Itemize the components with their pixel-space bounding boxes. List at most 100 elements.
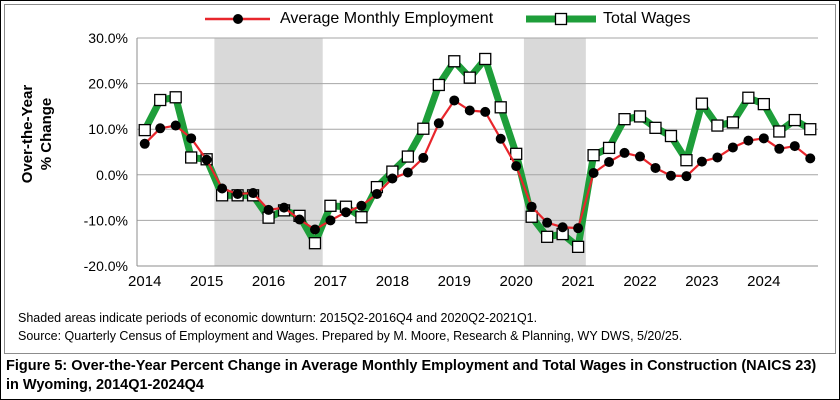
data-point-wages — [355, 211, 368, 224]
data-point-wages — [185, 151, 198, 164]
data-point-employment — [263, 204, 274, 215]
x-tick-label: 2022 — [623, 273, 656, 290]
data-point-employment — [542, 217, 553, 228]
y-tick-label: 20.0% — [88, 76, 128, 92]
data-point-wages — [154, 93, 167, 107]
legend-label-wages: Total Wages — [603, 10, 691, 27]
data-point-employment — [449, 95, 460, 106]
axes — [136, 38, 818, 267]
data-point-wages — [571, 240, 585, 253]
data-point-employment — [681, 171, 692, 182]
x-tick-label: 2018 — [376, 273, 409, 290]
data-point-employment — [696, 156, 707, 167]
data-point-employment — [201, 154, 212, 165]
y-tick-label: 30.0% — [88, 30, 128, 46]
figure-caption: Figure 5: Over-the-Year Percent Change i… — [6, 358, 817, 393]
data-point-wages — [773, 125, 786, 138]
x-tick-label: 2024 — [747, 273, 780, 290]
data-point-wages — [308, 237, 322, 250]
data-point-employment — [665, 170, 676, 181]
x-tick-label: 2019 — [438, 273, 471, 290]
data-point-wages — [711, 119, 724, 132]
data-point-employment — [480, 106, 491, 117]
data-point-wages — [324, 199, 337, 212]
legend — [205, 12, 596, 26]
data-point-employment — [712, 152, 723, 163]
data-point-employment — [371, 188, 382, 199]
data-point-employment — [217, 183, 228, 194]
data-point-employment — [155, 123, 166, 134]
source-note: Source: Quarterly Census of Employment a… — [18, 329, 683, 343]
data-point-employment — [758, 133, 769, 144]
data-point-wages — [138, 123, 151, 137]
data-point-employment — [186, 133, 197, 144]
data-point-employment — [294, 214, 305, 225]
y-axis-label-line1: Over-the-Year — [19, 84, 36, 184]
legend-marker-employment — [233, 14, 243, 24]
data-point-wages — [401, 150, 415, 163]
x-tick-label: 2021 — [561, 273, 594, 290]
data-point-employment — [248, 188, 259, 199]
data-point-employment — [325, 215, 336, 226]
legend-label-employment: Average Monthly Employment — [280, 10, 494, 27]
y-tick-labels: -20.0% -10.0% 0.0% 10.0% 20.0% 30.0% — [84, 30, 128, 274]
data-point-employment — [139, 138, 150, 149]
data-point-employment — [619, 147, 630, 158]
data-point-employment — [743, 135, 754, 146]
y-axis-label-line2: % Change — [38, 97, 55, 171]
data-point-employment — [526, 201, 537, 212]
data-point-employment — [464, 105, 475, 116]
x-tick-label: 2015 — [190, 273, 223, 290]
shading-note: Shaded areas indicate periods of economi… — [18, 311, 538, 325]
data-point-employment — [387, 173, 398, 184]
data-point-wages — [540, 230, 554, 243]
series-layer — [138, 52, 817, 253]
data-point-wages — [587, 149, 600, 162]
data-point-employment — [635, 151, 646, 162]
data-point-wages — [448, 55, 461, 68]
data-point-wages — [432, 78, 445, 92]
data-point-employment — [789, 141, 800, 152]
data-point-wages — [417, 122, 430, 135]
data-point-employment — [433, 118, 444, 129]
data-point-wages — [479, 52, 492, 66]
x-tick-label: 2016 — [252, 273, 285, 290]
y-tick-label: 10.0% — [88, 121, 128, 137]
data-point-employment — [418, 152, 429, 163]
data-point-employment — [727, 142, 738, 153]
y-tick-label: -10.0% — [84, 212, 128, 228]
data-point-wages — [788, 113, 801, 127]
data-point-wages — [695, 97, 709, 110]
x-tick-label: 2014 — [128, 273, 161, 290]
data-point-employment — [604, 157, 615, 168]
data-point-wages — [649, 121, 662, 134]
data-point-wages — [510, 147, 523, 160]
data-point-employment — [557, 222, 568, 233]
data-point-employment — [495, 133, 506, 144]
y-axis-label: Over-the-Year % Change — [18, 74, 62, 194]
data-point-wages — [494, 101, 507, 114]
data-point-employment — [650, 162, 661, 173]
data-point-wages — [169, 91, 182, 104]
data-point-employment — [232, 188, 243, 199]
y-tick-label: 0.0% — [96, 167, 128, 183]
data-point-wages — [633, 110, 647, 123]
series-employment — [139, 95, 816, 235]
data-point-employment — [279, 202, 290, 213]
data-point-wages — [463, 71, 476, 84]
data-point-wages — [742, 91, 755, 104]
x-tick-label: 2023 — [685, 273, 718, 290]
data-point-employment — [402, 167, 413, 178]
data-point-wages — [664, 129, 678, 143]
data-point-employment — [170, 120, 181, 131]
data-point-employment — [573, 223, 584, 234]
data-point-wages — [726, 116, 740, 129]
data-point-employment — [511, 161, 522, 172]
x-tick-labels: 2014 2015 2016 2017 2018 2019 2020 2021 2022 2023… — [128, 273, 780, 290]
legend-marker-wages — [554, 12, 568, 26]
chart-area — [4, 4, 836, 354]
x-tick-label: 2020 — [500, 273, 533, 290]
y-tick-label: -20.0% — [84, 258, 128, 274]
data-point-employment — [356, 200, 367, 211]
